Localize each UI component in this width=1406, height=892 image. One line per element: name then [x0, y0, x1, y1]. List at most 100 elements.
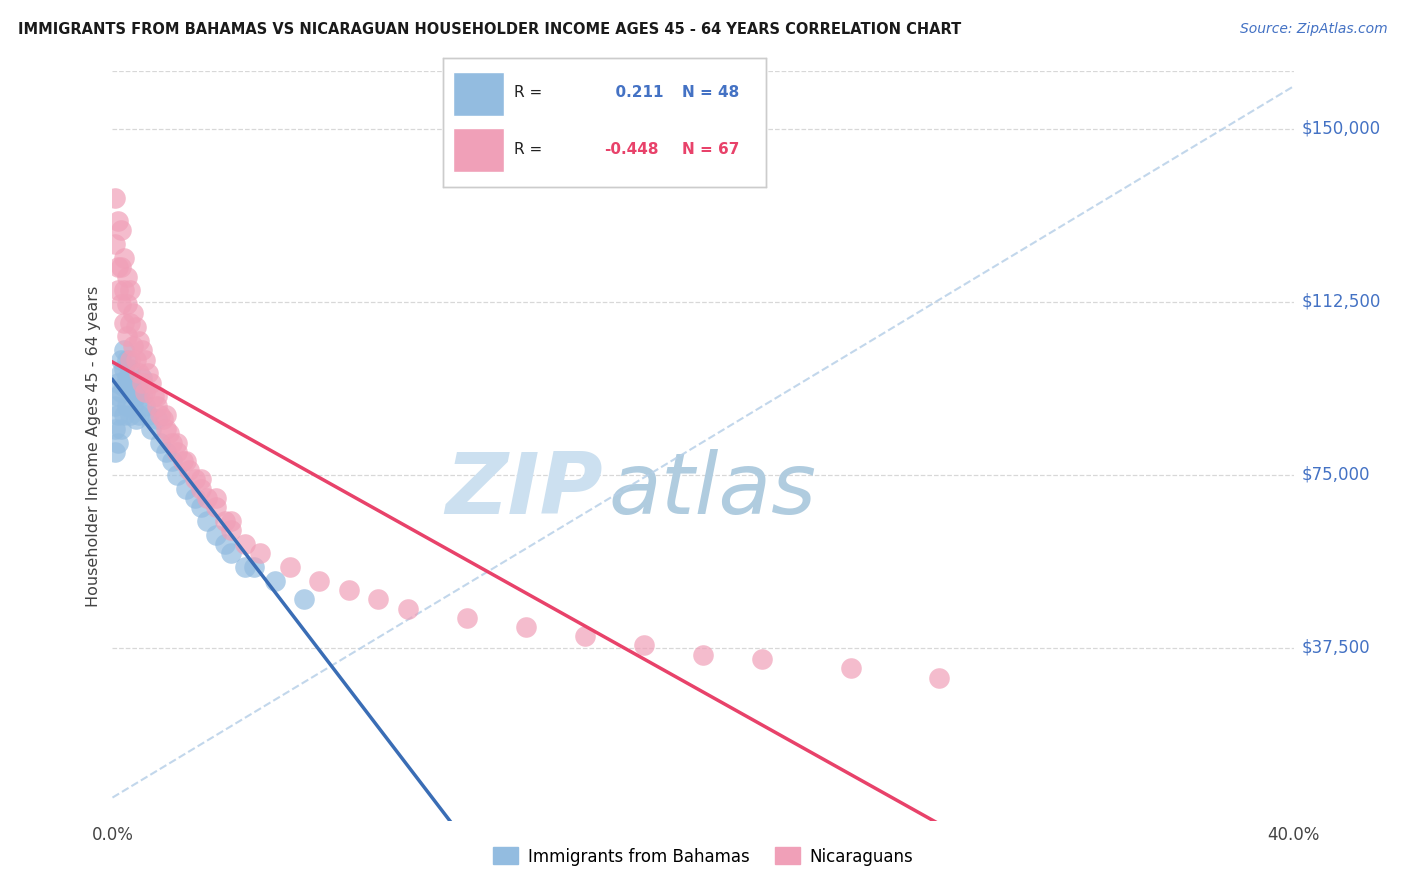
- Point: [107, 408, 129, 422]
- Point: [142, 389, 165, 403]
- Point: [120, 408, 142, 422]
- Point: [157, 426, 180, 441]
- Point: [367, 592, 389, 607]
- Point: [166, 467, 188, 482]
- Point: [110, 297, 132, 311]
- Point: [184, 472, 207, 486]
- Point: [195, 514, 218, 528]
- Point: [249, 546, 271, 560]
- Point: [120, 316, 142, 330]
- Point: [928, 671, 950, 685]
- Point: [146, 389, 169, 403]
- Point: [117, 399, 138, 413]
- Point: [117, 371, 138, 385]
- Text: Source: ZipAtlas.com: Source: ZipAtlas.com: [1240, 22, 1388, 37]
- Point: [120, 361, 142, 376]
- Point: [128, 384, 150, 399]
- Point: [136, 367, 159, 381]
- Point: [112, 408, 135, 422]
- Point: [160, 454, 183, 468]
- Point: [214, 514, 236, 528]
- Point: [205, 491, 228, 505]
- FancyBboxPatch shape: [453, 72, 505, 116]
- Point: [125, 389, 148, 403]
- Text: N = 67: N = 67: [682, 143, 740, 157]
- Point: [131, 371, 153, 385]
- Text: atlas: atlas: [609, 450, 817, 533]
- Point: [134, 399, 156, 413]
- Point: [292, 592, 315, 607]
- Point: [104, 444, 127, 458]
- Point: [110, 367, 132, 381]
- Point: [107, 389, 129, 403]
- Point: [139, 422, 162, 436]
- Point: [190, 500, 212, 514]
- Point: [120, 380, 142, 394]
- Text: 0.211: 0.211: [605, 86, 664, 101]
- Point: [107, 260, 129, 275]
- Point: [104, 191, 127, 205]
- Point: [214, 537, 236, 551]
- Point: [219, 546, 242, 560]
- Point: [128, 367, 150, 381]
- Point: [146, 399, 169, 413]
- Point: [633, 639, 655, 653]
- Point: [278, 560, 301, 574]
- Point: [337, 583, 360, 598]
- Point: [112, 316, 135, 330]
- Point: [219, 523, 242, 537]
- Point: [160, 435, 183, 450]
- Point: [751, 652, 773, 666]
- Point: [515, 620, 537, 634]
- Point: [396, 601, 419, 615]
- Point: [112, 380, 135, 394]
- Point: [205, 500, 228, 514]
- Point: [104, 237, 127, 252]
- Point: [456, 611, 478, 625]
- Text: R =: R =: [515, 86, 543, 101]
- Text: R =: R =: [515, 143, 543, 157]
- Point: [308, 574, 330, 588]
- Point: [134, 352, 156, 367]
- Point: [112, 251, 135, 265]
- Point: [134, 384, 156, 399]
- Point: [122, 376, 145, 390]
- Point: [125, 320, 148, 334]
- Point: [125, 352, 148, 367]
- Point: [131, 343, 153, 358]
- Point: [184, 491, 207, 505]
- Point: [107, 435, 129, 450]
- Text: -0.448: -0.448: [605, 143, 659, 157]
- Point: [110, 260, 132, 275]
- Point: [131, 376, 153, 390]
- Legend: Immigrants from Bahamas, Nicaraguans: Immigrants from Bahamas, Nicaraguans: [486, 841, 920, 872]
- Point: [205, 528, 228, 542]
- Point: [839, 661, 862, 675]
- Point: [117, 329, 138, 343]
- Point: [110, 223, 132, 237]
- Point: [107, 214, 129, 228]
- Point: [128, 408, 150, 422]
- Point: [120, 352, 142, 367]
- Point: [131, 389, 153, 403]
- Point: [152, 412, 174, 426]
- Point: [166, 435, 188, 450]
- Point: [122, 339, 145, 353]
- Point: [107, 376, 129, 390]
- Point: [243, 560, 266, 574]
- Point: [104, 422, 127, 436]
- Y-axis label: Householder Income Ages 45 - 64 years: Householder Income Ages 45 - 64 years: [86, 285, 101, 607]
- Point: [155, 444, 177, 458]
- Point: [195, 491, 218, 505]
- Point: [117, 297, 138, 311]
- Point: [112, 343, 135, 358]
- Point: [172, 454, 194, 468]
- Point: [174, 454, 197, 468]
- Point: [139, 376, 162, 390]
- Text: $75,000: $75,000: [1302, 466, 1371, 483]
- Text: $112,500: $112,500: [1302, 293, 1381, 311]
- Point: [122, 306, 145, 320]
- Text: $37,500: $37,500: [1302, 639, 1371, 657]
- Point: [233, 537, 256, 551]
- Point: [104, 399, 127, 413]
